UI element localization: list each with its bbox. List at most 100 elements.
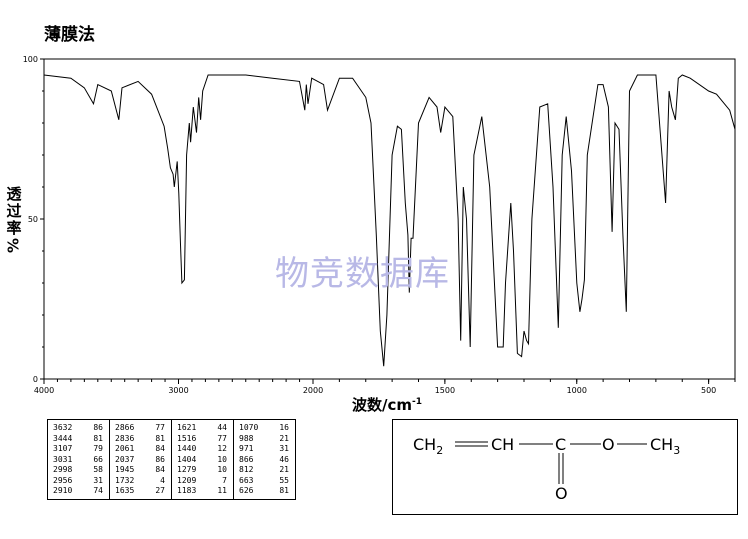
peak-transmittance: 79	[93, 444, 103, 453]
y-axis-label-char: %	[4, 237, 23, 254]
peak-row: 3444 81	[53, 434, 103, 445]
peak-transmittance: 7	[222, 475, 227, 485]
peak-row: 3031 66	[53, 455, 103, 466]
peak-wavenumber: 3107	[53, 444, 73, 453]
x-tick-label: 3000	[168, 386, 188, 395]
ch-group: CH	[491, 435, 515, 454]
peak-table-column: 3632 86 3444 81 3107 79 3031 66 2998 58 2956 31 2910…	[47, 419, 110, 499]
peak-transmittance: 46	[279, 454, 289, 464]
peak-transmittance: 74	[93, 486, 103, 495]
carbonyl-oxygen: O	[555, 484, 568, 503]
peak-row: 1635 27	[115, 486, 165, 497]
peak-transmittance: 81	[155, 433, 165, 443]
peak-row: 1209 7	[177, 476, 227, 487]
peak-transmittance: 86	[93, 423, 103, 432]
peak-wavenumber: 2836	[115, 433, 135, 443]
ch3-group: CH3	[650, 435, 681, 458]
x-tick-label: 4000	[34, 386, 54, 395]
peak-row: 988 21	[239, 434, 289, 445]
peak-wavenumber: 1635	[115, 486, 135, 495]
peak-transmittance: 21	[279, 465, 289, 474]
y-tick-label: 50	[28, 215, 38, 224]
peak-wavenumber: 988	[239, 433, 254, 443]
x-tick-label: 500	[701, 386, 716, 395]
peak-row: 866 46	[239, 455, 289, 466]
bond-lines	[455, 441, 647, 484]
x-axis-ticks: 4000 3000 2000 1500 1000 500	[34, 379, 736, 395]
peak-wavenumber: 1070	[239, 423, 259, 432]
peak-wavenumber: 1279	[177, 465, 197, 474]
peak-transmittance: 81	[93, 433, 103, 443]
x-tick-label: 1500	[435, 386, 455, 395]
peak-transmittance: 77	[155, 423, 165, 432]
peak-wavenumber: 3632	[53, 423, 73, 432]
peak-transmittance: 44	[217, 423, 227, 432]
peak-row: 663 55	[239, 476, 289, 487]
peak-transmittance: 55	[279, 475, 289, 485]
y-axis-label: 透过率%	[4, 186, 24, 254]
peak-transmittance: 31	[279, 444, 289, 453]
peak-table-column: 1621 44 1516 77 1440 12 1404 10 1279 10 1209 7 1183 1…	[171, 419, 234, 499]
peak-wavenumber: 1440	[177, 444, 197, 453]
peak-transmittance: 10	[217, 454, 227, 464]
peak-transmittance: 4	[160, 475, 165, 485]
peak-row: 1183 11	[177, 486, 227, 497]
peak-wavenumber: 626	[239, 486, 254, 495]
peak-transmittance: 27	[155, 486, 165, 495]
peak-transmittance: 11	[217, 486, 227, 495]
structure-box: CH2 CH C O CH3 O	[392, 419, 738, 515]
peak-transmittance: 81	[279, 486, 289, 495]
peak-row: 1621 44	[177, 423, 227, 434]
peak-row: 2866 77	[115, 423, 165, 434]
peak-row: 626 81	[239, 486, 289, 497]
peak-transmittance: 84	[155, 465, 165, 474]
peak-wavenumber: 1621	[177, 423, 197, 432]
watermark: 物竞数据库	[275, 254, 450, 294]
peak-wavenumber: 663	[239, 475, 254, 485]
peak-transmittance: 16	[279, 423, 289, 432]
peak-wavenumber: 2998	[53, 465, 73, 474]
peak-transmittance: 86	[155, 454, 165, 464]
x-tick-label: 1000	[567, 386, 587, 395]
peak-wavenumber: 971	[239, 444, 254, 453]
y-tick-label: 0	[33, 375, 38, 384]
peak-wavenumber: 1516	[177, 433, 197, 443]
peak-transmittance: 12	[217, 444, 227, 453]
peak-transmittance: 21	[279, 433, 289, 443]
peak-row: 1279 10	[177, 465, 227, 476]
ir-spectrum-chart: 0 50 100 4000 3000 2000 1500 1000 500	[23, 55, 736, 395]
peak-row: 1732 4	[115, 476, 165, 487]
peak-wavenumber: 2866	[115, 423, 135, 432]
ch2-group: CH2	[413, 435, 444, 458]
ester-oxygen: O	[602, 435, 615, 454]
carbonyl-carbon: C	[555, 435, 567, 454]
y-axis-label-char: 透	[6, 185, 22, 203]
peak-wavenumber: 812	[239, 465, 254, 474]
y-axis-label-char: 过	[6, 202, 22, 220]
peak-row: 1440 12	[177, 444, 227, 455]
peak-row: 971 31	[239, 444, 289, 455]
peak-row: 2836 81	[115, 434, 165, 445]
peak-transmittance: 84	[155, 444, 165, 453]
peak-wavenumber: 866	[239, 454, 254, 464]
peak-table: 3632 86 3444 81 3107 79 3031 66 2998 58 2956 31 2910…	[47, 419, 296, 500]
peak-wavenumber: 2037	[115, 454, 135, 464]
peak-row: 1404 10	[177, 455, 227, 466]
peak-row: 3107 79	[53, 444, 103, 455]
spectrum-line	[43, 74, 736, 367]
peak-wavenumber: 1404	[177, 454, 197, 464]
peak-row: 3632 86	[53, 423, 103, 434]
y-axis-ticks: 0 50 100	[23, 55, 44, 384]
peak-wavenumber: 2956	[53, 475, 73, 485]
page-title: 薄膜法	[44, 25, 95, 45]
peak-transmittance: 10	[217, 465, 227, 474]
y-tick-label: 100	[23, 55, 38, 64]
peak-transmittance: 77	[217, 433, 227, 443]
peak-row: 2998 58	[53, 465, 103, 476]
peak-transmittance: 66	[93, 454, 103, 464]
peak-wavenumber: 3444	[53, 433, 73, 443]
peak-row: 2910 74	[53, 486, 103, 497]
peak-row: 2037 86	[115, 455, 165, 466]
peak-wavenumber: 3031	[53, 454, 73, 464]
peak-table-column: 1070 16 988 21 971 31 866 46 812 21 663 55 626 81	[234, 420, 296, 500]
